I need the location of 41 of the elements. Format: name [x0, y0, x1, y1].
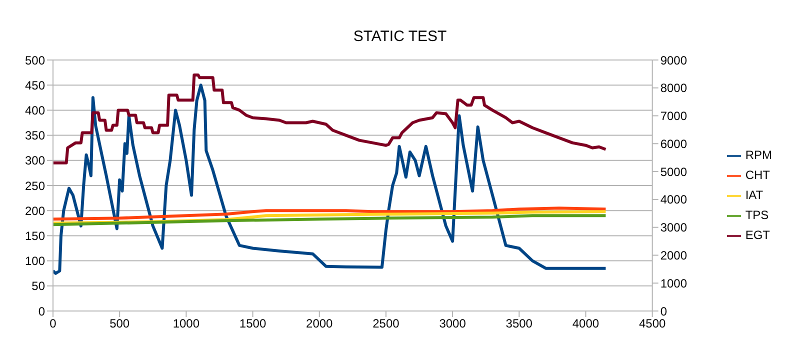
y2-tick-label: 7000 — [660, 109, 688, 124]
y-tick-label: 300 — [24, 154, 46, 168]
legend-label: RPM — [745, 148, 772, 162]
y2-tick-label: 2000 — [660, 248, 688, 262]
y2-tick-label: 6000 — [660, 136, 688, 151]
x-tick-label: 2500 — [372, 316, 400, 331]
x-tick-label: 4000 — [572, 316, 600, 331]
y2-tick-label: 1000 — [660, 276, 688, 290]
x-tick-label: 3500 — [506, 316, 533, 331]
y-tick-label: 50 — [32, 279, 46, 294]
line-series — [53, 74, 608, 164]
x-tick-label: 500 — [110, 316, 130, 331]
y-tick-label: 150 — [24, 228, 46, 243]
y-tick-label: 200 — [24, 204, 46, 218]
y-tick-label: 350 — [24, 128, 46, 143]
y-tick-label: 450 — [24, 78, 46, 92]
line-series — [53, 84, 608, 275]
legend-label: TPS — [745, 208, 769, 222]
y2-tick-label: 3000 — [660, 220, 688, 235]
x-tick-label: 4500 — [638, 316, 666, 331]
x-tick-label: 0 — [50, 316, 57, 331]
x-tick-label: 1000 — [172, 316, 200, 331]
legend-label: IAT — [745, 188, 764, 202]
y-tick-label: 500 — [24, 53, 46, 68]
legend-label: CHT — [745, 168, 770, 182]
line-series — [53, 206, 608, 221]
y2-tick-label: 9000 — [660, 53, 688, 68]
y-tick-label: 0 — [38, 304, 46, 318]
x-tick-label: 1500 — [239, 316, 266, 331]
line-series — [53, 214, 608, 226]
y-tick-label: 250 — [24, 178, 46, 193]
y2-tick-label: 0 — [660, 304, 668, 318]
chart-title: STATIC TEST — [352, 27, 448, 47]
x-tick-label: 2000 — [306, 316, 334, 331]
y-tick-label: 100 — [24, 254, 46, 268]
y2-tick-label: 5000 — [660, 164, 688, 179]
y2-tick-label: 8000 — [660, 81, 688, 96]
y2-tick-label: 4000 — [660, 192, 688, 207]
x-tick-label: 3000 — [439, 316, 466, 331]
legend-label: EGT — [745, 228, 770, 242]
y-tick-label: 400 — [24, 103, 46, 118]
